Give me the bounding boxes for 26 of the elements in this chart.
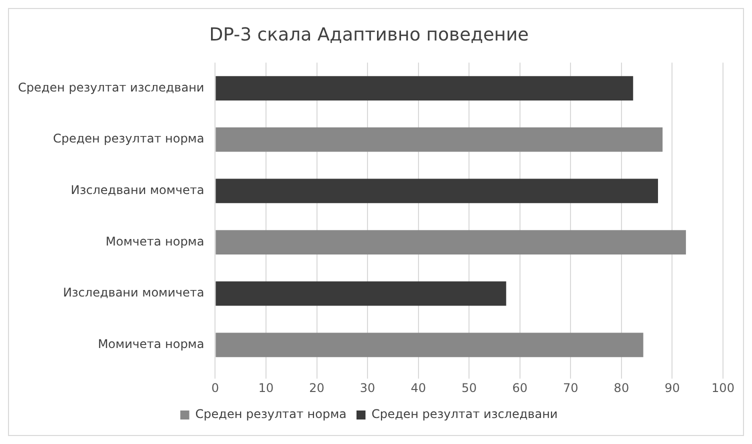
bar [216,230,686,254]
bar [216,332,644,358]
x-tick-label: 100 [712,380,734,395]
x-tick-label: 0 [211,380,220,395]
x-tick-label: 80 [614,380,630,395]
x-tick-label: 10 [258,380,274,395]
bar [216,127,663,152]
x-tick-label: 30 [360,380,376,395]
x-tick-label: 60 [512,380,528,395]
chart-title: DP-3 скала Адаптивно поведение [209,24,529,46]
y-tick-label: Момичета норма [98,337,204,352]
x-tick-label: 20 [309,380,324,395]
bar [216,178,658,204]
legend-label: Среден резултат норма [195,407,347,422]
y-tick-label: Изследвани момчета [70,183,204,198]
y-tick-label: Изследвани момичета [62,286,204,300]
x-tick-label: 70 [563,380,578,395]
x-tick-label: 40 [410,380,426,395]
y-tick-label: Момчета норма [106,234,204,248]
y-tick-label: Среден резултат норма [52,132,204,146]
bar [216,281,506,306]
x-tick-label: 90 [664,380,680,395]
x-tick-label: 50 [461,380,477,395]
y-tick-label: Среден резултат изследвани [18,80,204,94]
legend-label: Среден резултат изследвани [372,407,558,422]
bar [216,76,634,100]
